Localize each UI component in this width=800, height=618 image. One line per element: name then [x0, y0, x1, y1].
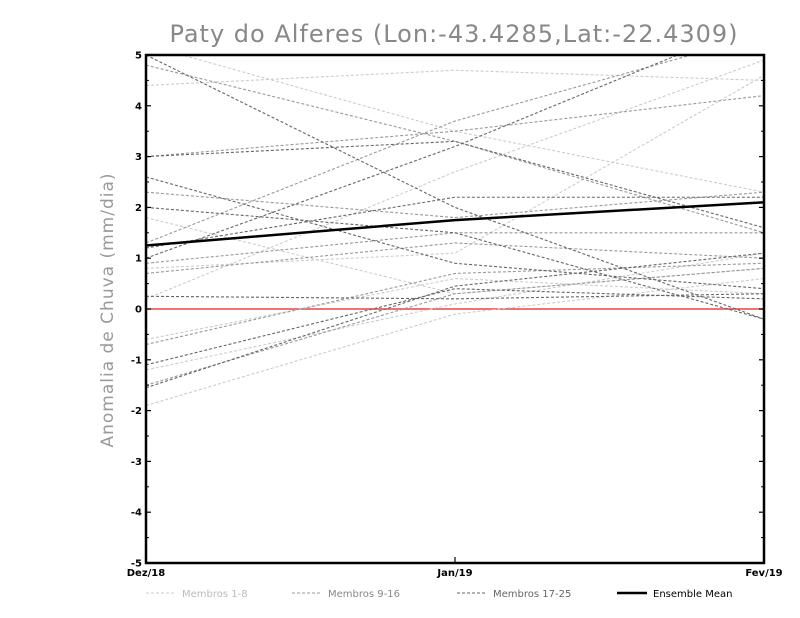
- y-tick-label: -1: [131, 355, 142, 366]
- member-line-7: [146, 74, 764, 269]
- legend: Membros 1-8 Membros 9-16 Membros 17-25 Ense…: [146, 589, 732, 600]
- plot-area: [146, 55, 764, 407]
- member-line-23: [146, 55, 679, 259]
- member-line-17: [146, 55, 764, 320]
- y-tick-label: -3: [131, 457, 142, 468]
- legend-label: Membros 17-25: [493, 589, 571, 600]
- chart-title: Paty do Alferes (Lon:-43.4285,Lat:-22.43…: [169, 20, 738, 48]
- member-line-5: [146, 252, 764, 371]
- y-tick-label: -5: [131, 559, 142, 570]
- x-tick-label: Jan/19: [436, 568, 472, 579]
- y-axis-label: Anomalia de Chuva (mm/dia): [98, 172, 118, 447]
- legend-label: Membros 9-16: [328, 589, 400, 600]
- y-tick-label: 4: [135, 101, 142, 112]
- y-tick-label: 1: [135, 254, 142, 265]
- x-tick-label: Dez/18: [127, 568, 166, 579]
- member-line-10: [146, 191, 764, 219]
- member-line-1: [146, 69, 764, 87]
- member-line-19: [146, 176, 764, 290]
- member-line-13: [146, 262, 764, 346]
- member-line-20: [146, 293, 764, 300]
- ensemble-mean-line: [146, 201, 764, 247]
- member-line-8: [146, 217, 764, 295]
- member-line-4: [146, 277, 764, 407]
- x-tick-label: Fev/19: [745, 568, 782, 579]
- y-tick-label: 2: [135, 203, 142, 214]
- member-line-6: [146, 277, 764, 341]
- member-line-21: [146, 288, 764, 366]
- member-line-11: [146, 95, 764, 158]
- member-line-3: [146, 59, 764, 300]
- y-tick-label: 0: [135, 305, 142, 316]
- member-line-9: [146, 64, 764, 234]
- y-tick-label: -4: [131, 508, 142, 519]
- member-line-16: [146, 242, 764, 274]
- legend-label: Ensemble Mean: [653, 589, 732, 600]
- member-line-14: [146, 55, 694, 244]
- member-line-2: [180, 55, 764, 193]
- member-line-25: [146, 206, 764, 320]
- axes: -5 -4 -3 -2 -1 0 1 2 3 4 5 Dez/18 Jan/19 Fev/19: [127, 51, 783, 580]
- member-line-15: [146, 267, 764, 386]
- legend-label: Membros 1-8: [182, 589, 248, 600]
- member-line-22: [146, 252, 764, 389]
- y-tick-label: 3: [135, 152, 142, 163]
- y-tick-label: -2: [131, 406, 142, 417]
- y-tick-label: 5: [135, 51, 142, 62]
